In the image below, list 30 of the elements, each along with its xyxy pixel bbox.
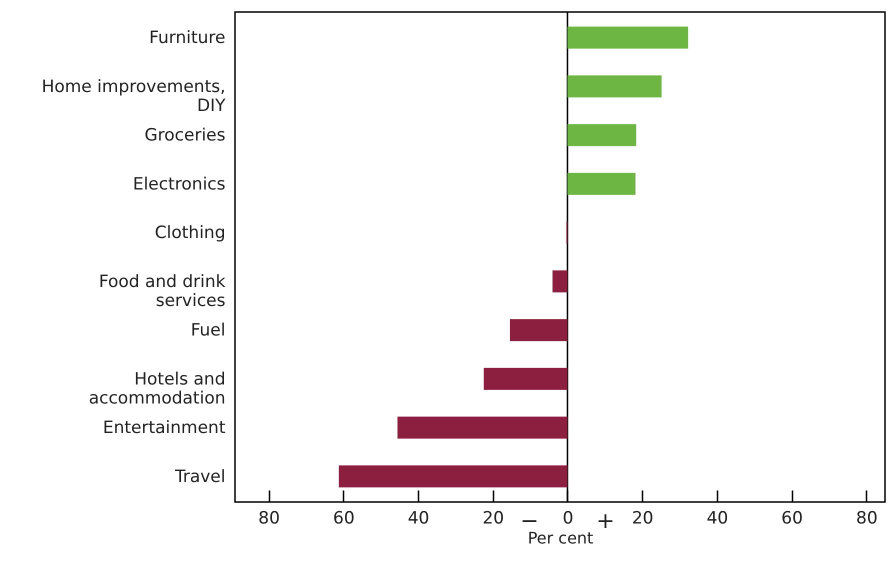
y-tick-label: Travel (174, 466, 226, 487)
bar (338, 465, 568, 488)
x-tick-label: 60 (781, 508, 803, 528)
y-tick-label: Fuel (190, 320, 226, 341)
x-tick-label: 20 (632, 508, 654, 528)
y-tick-label: Food and drink services (98, 272, 226, 311)
bar (484, 368, 568, 390)
y-tick-label: Clothing (154, 223, 226, 244)
text: + (596, 509, 615, 534)
y-tick-label: Electronics (132, 174, 226, 194)
bar (567, 26, 688, 49)
y-tick-label: Hotels and accommodation (88, 369, 226, 408)
bar (567, 124, 636, 146)
x-tick-label: 60 (333, 508, 355, 528)
x-tick-label: 40 (408, 508, 430, 528)
bar (398, 416, 568, 439)
x-tick-label: 80 (258, 508, 280, 528)
bar (510, 319, 568, 342)
bar (552, 270, 568, 292)
x-tick-label: 80 (856, 508, 878, 528)
y-tick-label: Furniture (149, 28, 226, 48)
bar (567, 75, 662, 98)
y-tick-label: Groceries (144, 126, 226, 146)
x-tick-label: 20 (482, 508, 504, 528)
y-tick-label: Home improvements, DIY (42, 76, 226, 116)
y-tick-label: Entertainment (102, 418, 226, 438)
bar (567, 172, 636, 195)
x-tick-label: 40 (706, 508, 728, 528)
x-axis-title: Per cent (528, 528, 594, 548)
x-tick-label: 0 (562, 508, 574, 528)
